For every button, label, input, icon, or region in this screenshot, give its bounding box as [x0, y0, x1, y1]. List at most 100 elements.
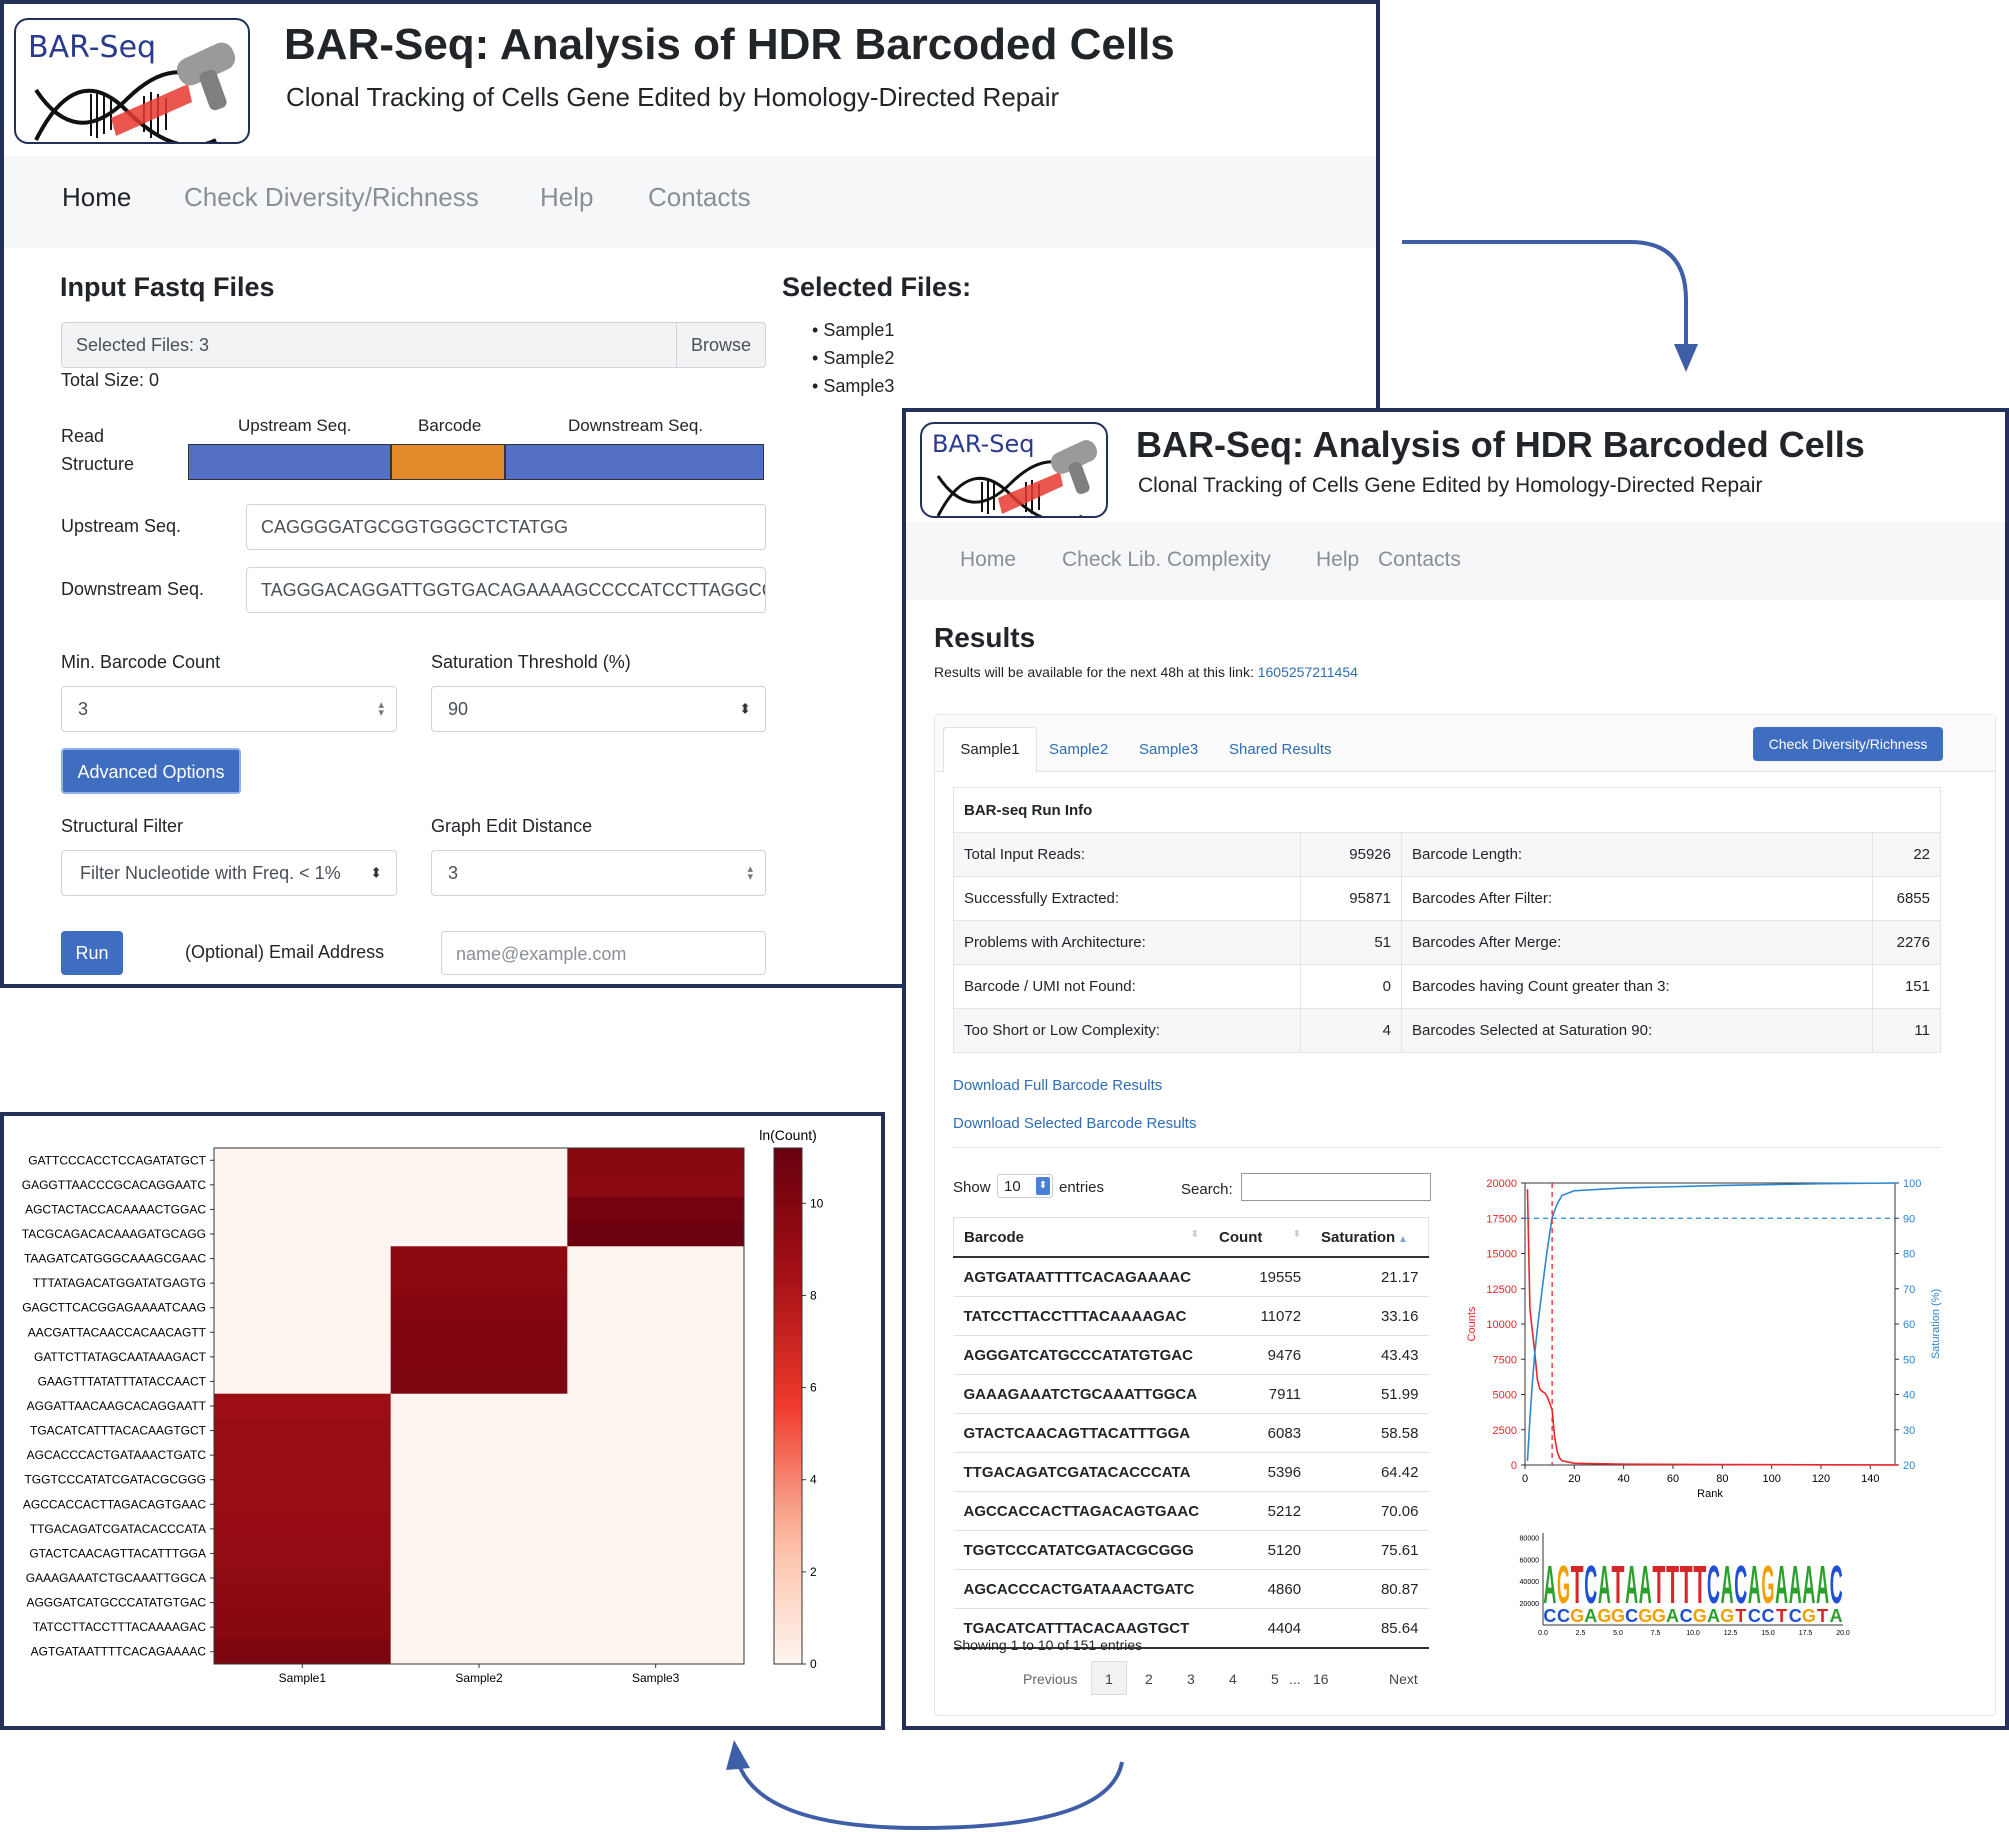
page-16[interactable]: 16 [1313, 1671, 1329, 1687]
logo-letter: T [1612, 1555, 1625, 1615]
search-input[interactable] [1241, 1173, 1431, 1201]
heatmap-cell [390, 1442, 568, 1468]
col-label: Sample2 [455, 1671, 503, 1685]
colorbar-label: ln(Count) [759, 1127, 817, 1143]
logo-letter: A [1543, 1555, 1556, 1615]
nav-check-lib-complexity[interactable]: Check Lib. Complexity [1062, 548, 1271, 571]
x-tick-label: 120 [1812, 1473, 1830, 1485]
row-label: GATTCCCACCTCCAGATATGCT [28, 1153, 206, 1167]
segment-downstream [505, 444, 764, 480]
plot-frame [1524, 1182, 1896, 1466]
run-info-header: BAR-seq Run Info [953, 787, 1941, 833]
page-4[interactable]: 4 [1229, 1671, 1237, 1687]
dna-scanner-icon [936, 440, 1098, 516]
table-row: Successfully Extracted: 95871 Barcodes Af… [953, 876, 1941, 921]
heatmap-cell [390, 1639, 568, 1665]
tab-sample3[interactable]: Sample3 [1139, 741, 1199, 758]
logo-letter: T [1776, 1606, 1787, 1626]
page-previous[interactable]: Previous [1023, 1671, 1078, 1687]
logo-letter: A [1830, 1606, 1843, 1626]
sort-icon: ⬍ [1190, 1228, 1200, 1240]
tab-sample1[interactable]: Sample1 [943, 727, 1037, 772]
heatmap-cell [390, 1565, 568, 1591]
heatmap-cell [214, 1467, 392, 1493]
read-structure-label: Read Structure [61, 426, 135, 474]
download-full-link[interactable]: Download Full Barcode Results [953, 1077, 1163, 1094]
y-tick-label: 15000 [1486, 1249, 1517, 1261]
page-next[interactable]: Next [1389, 1671, 1418, 1687]
list-item: • Sample1 [812, 320, 895, 340]
y-tick-label: 2500 [1493, 1425, 1517, 1437]
list-item: • Sample3 [812, 376, 895, 396]
column-saturation[interactable]: Saturation ▲ [1311, 1217, 1430, 1258]
run-button[interactable]: Run [61, 931, 123, 975]
page-3[interactable]: 3 [1187, 1671, 1195, 1687]
graph-edit-distance-input[interactable]: 3 ▴ ▾ [431, 850, 766, 896]
y2-axis-label: Saturation (%) [1930, 1289, 1942, 1359]
email-input[interactable]: name@example.com [441, 931, 766, 975]
page-5[interactable]: 5 [1271, 1671, 1279, 1687]
sort-icon: ⬍ [1292, 1228, 1302, 1240]
heatmap-cell [214, 1320, 392, 1346]
nav-contacts[interactable]: Contacts [1378, 548, 1461, 571]
logo-letter: G [1802, 1606, 1816, 1626]
nav-home[interactable]: Home [62, 182, 132, 212]
downstream-seq-input[interactable]: TAGGGACAGGATTGGTGACAGAAAAGCCCCATCCTTAGGC… [246, 567, 766, 613]
column-barcode[interactable]: Barcode ⬍ [953, 1217, 1210, 1258]
saturation-threshold-select[interactable]: 90 ⬍ [431, 686, 766, 732]
logo-letter: A [1789, 1555, 1802, 1615]
results-link[interactable]: 1605257211454 [1257, 664, 1358, 680]
arrow-to-results [1402, 240, 1688, 346]
column-count[interactable]: Count ⬍ [1209, 1217, 1312, 1258]
stepper-icon[interactable]: ▴ ▾ [747, 863, 753, 883]
download-selected-link[interactable]: Download Selected Barcode Results [953, 1115, 1197, 1132]
arrow-head-up-icon [726, 1740, 750, 1770]
file-input[interactable]: Selected Files: 3 Browse [61, 322, 766, 368]
table-row: AGGGATCATGCCCATATGTGAC 9476 43.43 [953, 1335, 1429, 1375]
tab-shared-results[interactable]: Shared Results [1229, 741, 1332, 758]
page-1[interactable]: 1 [1091, 1661, 1127, 1695]
nav-help[interactable]: Help [1316, 548, 1360, 571]
page-2[interactable]: 2 [1145, 1671, 1153, 1687]
row-label: GAGGTTAACCCGCACAGGAATC [22, 1178, 207, 1192]
y-tick-label: 20000 [1486, 1178, 1517, 1190]
stepper-icon[interactable]: ▴ ▾ [378, 699, 384, 719]
nav-contacts[interactable]: Contacts [648, 182, 751, 212]
browse-button[interactable]: Browse [675, 323, 765, 367]
nav-check-diversity[interactable]: Check Diversity/Richness [184, 182, 479, 212]
logo-x-tick-label: 15.0 [1761, 1630, 1775, 1637]
heatmap-cell [214, 1246, 392, 1272]
heatmap-cell [567, 1320, 745, 1346]
table-header-row: Barcode ⬍ Count ⬍ Saturation ▲ [953, 1217, 1430, 1258]
app-logo: BAR-Seq [920, 422, 1108, 518]
heatmap-cell [567, 1442, 745, 1468]
nav-home[interactable]: Home [960, 548, 1017, 571]
upstream-seq-input[interactable]: CAGGGGATGCGGTGGGCTCTATGG [246, 504, 766, 550]
heatmap-cell [567, 1418, 745, 1444]
advanced-options-button[interactable]: Advanced Options [61, 748, 241, 794]
logo-letter: G [1611, 1606, 1625, 1626]
x-tick-label: 40 [1618, 1473, 1630, 1485]
check-diversity-button[interactable]: Check Diversity/Richness [1753, 727, 1943, 761]
y-tick-label: 17500 [1486, 1213, 1517, 1225]
results-card: Sample1 Sample2 Sample3 Shared Results C… [934, 714, 1996, 1716]
tab-sample2[interactable]: Sample2 [1049, 741, 1109, 758]
table-row: TGACATCATTTACACAAGTGCT 4404 85.64 [953, 1608, 1429, 1649]
show-label: Show [953, 1179, 991, 1196]
heatmap-cell [214, 1590, 392, 1616]
logo-x-tick-label: 17.5 [1799, 1630, 1813, 1637]
logo-letter: A [1584, 1606, 1597, 1626]
colorbar-tick-label: 8 [810, 1288, 817, 1302]
heatmap-cell [214, 1639, 392, 1665]
entries-select[interactable]: 10 ⬍ [997, 1174, 1053, 1198]
segment-upstream [188, 444, 391, 480]
logo-letter: A [1598, 1555, 1611, 1615]
nav-help[interactable]: Help [540, 182, 594, 212]
heatmap-cell [567, 1614, 745, 1640]
search-label: Search: [1181, 1181, 1233, 1198]
heatmap-cell [390, 1516, 568, 1542]
min-barcode-count-input[interactable]: 3 ▴ ▾ [61, 686, 397, 732]
row-label: TTGACAGATCGATACACCCATA [30, 1522, 206, 1536]
colorbar-tick-label: 10 [810, 1196, 824, 1210]
structural-filter-select[interactable]: Filter Nucleotide with Freq. < 1% ⬍ [61, 850, 397, 896]
